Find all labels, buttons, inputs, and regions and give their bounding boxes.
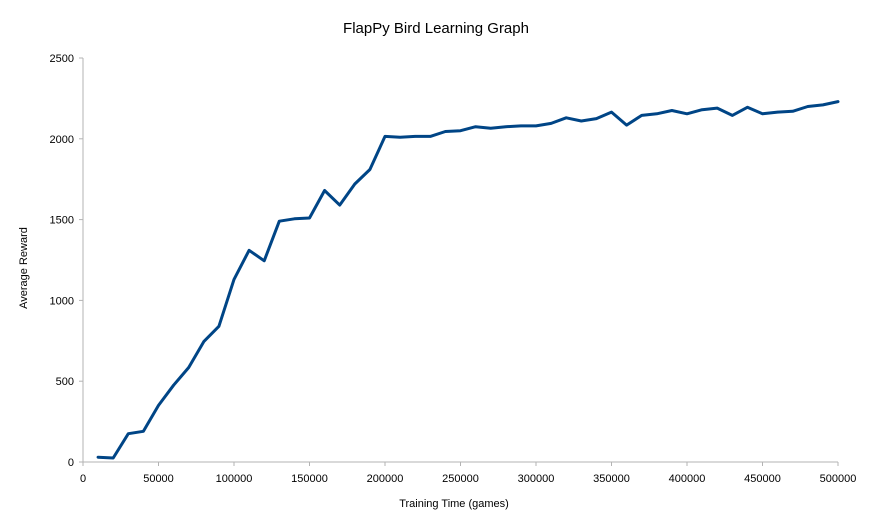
y-tick-label: 2500 [50,53,74,65]
data-point [821,103,825,107]
data-point [716,106,719,110]
data-point [278,220,281,223]
data-point [96,456,100,459]
data-point [504,125,507,128]
data-point [459,129,462,132]
data-point [157,404,160,407]
x-tick-label: 350000 [593,473,630,485]
data-point [323,189,326,192]
data-point [685,112,689,116]
y-tick-label: 1500 [50,215,74,227]
data-point [217,325,221,328]
x-axis-ticks: 0 50000 100000 150000 200000 250000 300000 3500… [80,462,856,485]
data-point [293,217,296,220]
data-point [187,366,190,369]
data-point [731,114,734,117]
data-point [640,114,643,117]
data-point [142,430,145,433]
data-point [700,108,704,111]
data-point [202,340,205,343]
data-point [746,106,749,109]
x-tick-label: 0 [80,473,86,485]
series-group [96,100,840,460]
data-point [398,136,402,139]
data-point [534,124,538,128]
chart-title: FlapPy Bird Learning Graph [343,20,529,37]
y-tick-label: 2000 [50,134,74,146]
data-point [444,130,447,133]
y-axis-ticks: 0 500 1000 1500 2000 2500 [50,53,83,469]
data-point [474,125,477,128]
data-point [595,117,598,120]
series-line [96,100,840,460]
y-axis-title: Average Reward [18,227,30,309]
data-point [655,112,658,116]
data-point [761,112,764,116]
y-tick-label: 0 [68,457,74,469]
data-point [383,135,387,138]
data-point [263,259,266,262]
axes [82,58,838,463]
data-point [806,105,809,108]
data-point [836,100,840,103]
data-point [791,110,794,113]
data-point [580,119,583,123]
data-point [353,182,356,186]
data-point [414,135,417,138]
x-tick-label: 500000 [820,473,857,485]
data-point [565,116,568,120]
data-point [489,127,492,130]
data-point [247,249,251,252]
data-point [112,456,115,460]
x-tick-label: 450000 [744,473,781,485]
data-point [338,203,341,207]
data-point [610,110,613,114]
data-point [232,278,236,281]
data-point [519,124,523,128]
data-point [172,384,175,387]
data-point [308,216,311,220]
data-point [670,109,674,112]
data-point [776,110,779,114]
x-tick-label: 400000 [669,473,706,485]
x-tick-label: 200000 [367,473,404,485]
data-point [549,122,553,125]
data-point [127,432,130,435]
data-point [368,168,372,171]
data-point [625,123,628,127]
x-tick-label: 150000 [291,473,328,485]
x-tick-label: 300000 [518,473,555,485]
data-point [429,135,432,138]
x-tick-label: 100000 [216,473,253,485]
y-tick-label: 1000 [50,295,74,307]
x-tick-label: 50000 [143,473,174,485]
x-axis-title: Training Time (games) [399,498,509,510]
y-tick-label: 500 [56,376,74,388]
x-tick-label: 250000 [442,473,479,485]
